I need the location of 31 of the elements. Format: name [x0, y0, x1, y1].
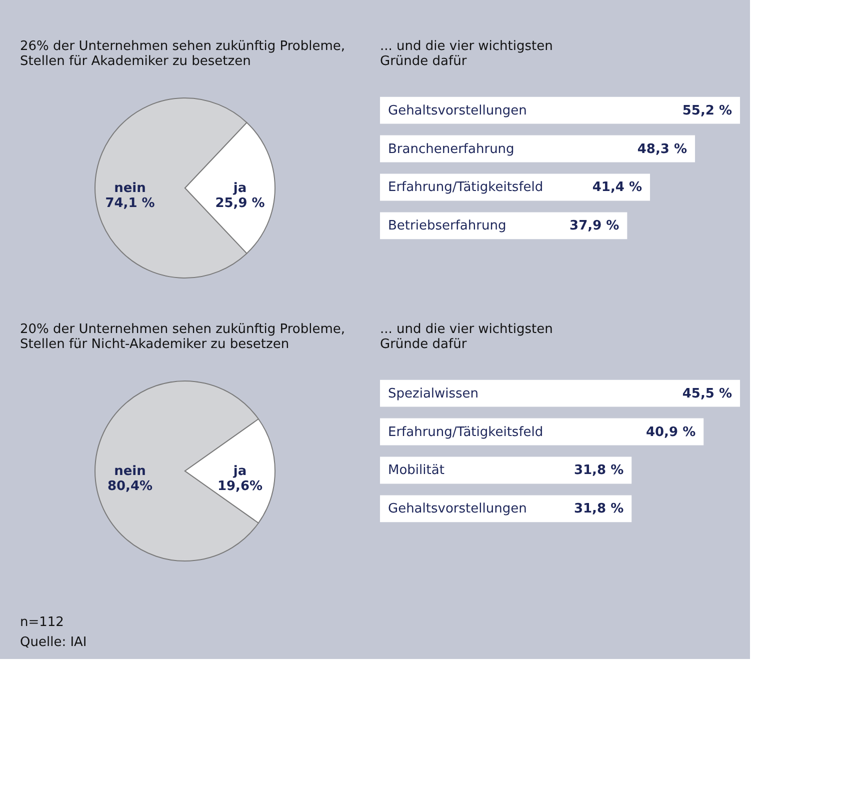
y-tick-label: Spezialwissen [388, 386, 479, 402]
data-label: 31,8 % [574, 502, 624, 517]
y-tick-label: Erfahrung/Tätigkeitsfeld [388, 424, 544, 440]
y-tick-label: Betriebserfahrung [388, 218, 506, 234]
data-label: 45,5 % [682, 386, 732, 402]
chart-title: ... und die vier wichtigsten Gründe dafür [380, 39, 553, 69]
data-label: 37,9 % [570, 218, 620, 234]
chart-title: 20% der Unternehmen sehen zukünftig Probleme, Stellen für Nicht-Akademiker zu besetzen [20, 322, 345, 352]
data-label: 19,6% [217, 479, 263, 494]
y-tick-label: Erfahrung/Tätigkeitsfeld [388, 180, 544, 196]
slice-label: ja [232, 464, 247, 479]
data-label: 55,2 % [682, 103, 732, 118]
data-label: 74,1 % [105, 196, 155, 211]
slice-label: nein [114, 464, 146, 479]
data-label: 31,8 % [574, 463, 624, 478]
data-label: 40,9 % [646, 424, 696, 440]
y-tick-label: Mobilität [388, 463, 444, 478]
slice-label: ja [232, 181, 247, 196]
data-label: 25,9 % [215, 196, 265, 211]
y-tick-label: Gehaltsvorstellungen [388, 502, 527, 517]
chart-title: ... und die vier wichtigsten Gründe dafür [380, 322, 553, 352]
chart-title: 26% der Unternehmen sehen zukünftig Probleme, Stellen für Akademiker zu besetzen [20, 39, 345, 69]
y-tick-label: Gehaltsvorstellungen [388, 103, 527, 118]
bar [380, 96, 740, 124]
source-note: Quelle: IAI [20, 635, 87, 650]
data-label: 41,4 % [592, 180, 642, 196]
slice-label: nein [114, 181, 146, 196]
y-tick-label: Branchenerfahrung [388, 142, 514, 157]
data-label: 48,3 % [637, 142, 687, 157]
text: n=112 [20, 615, 64, 630]
data-label: 80,4% [107, 479, 153, 494]
